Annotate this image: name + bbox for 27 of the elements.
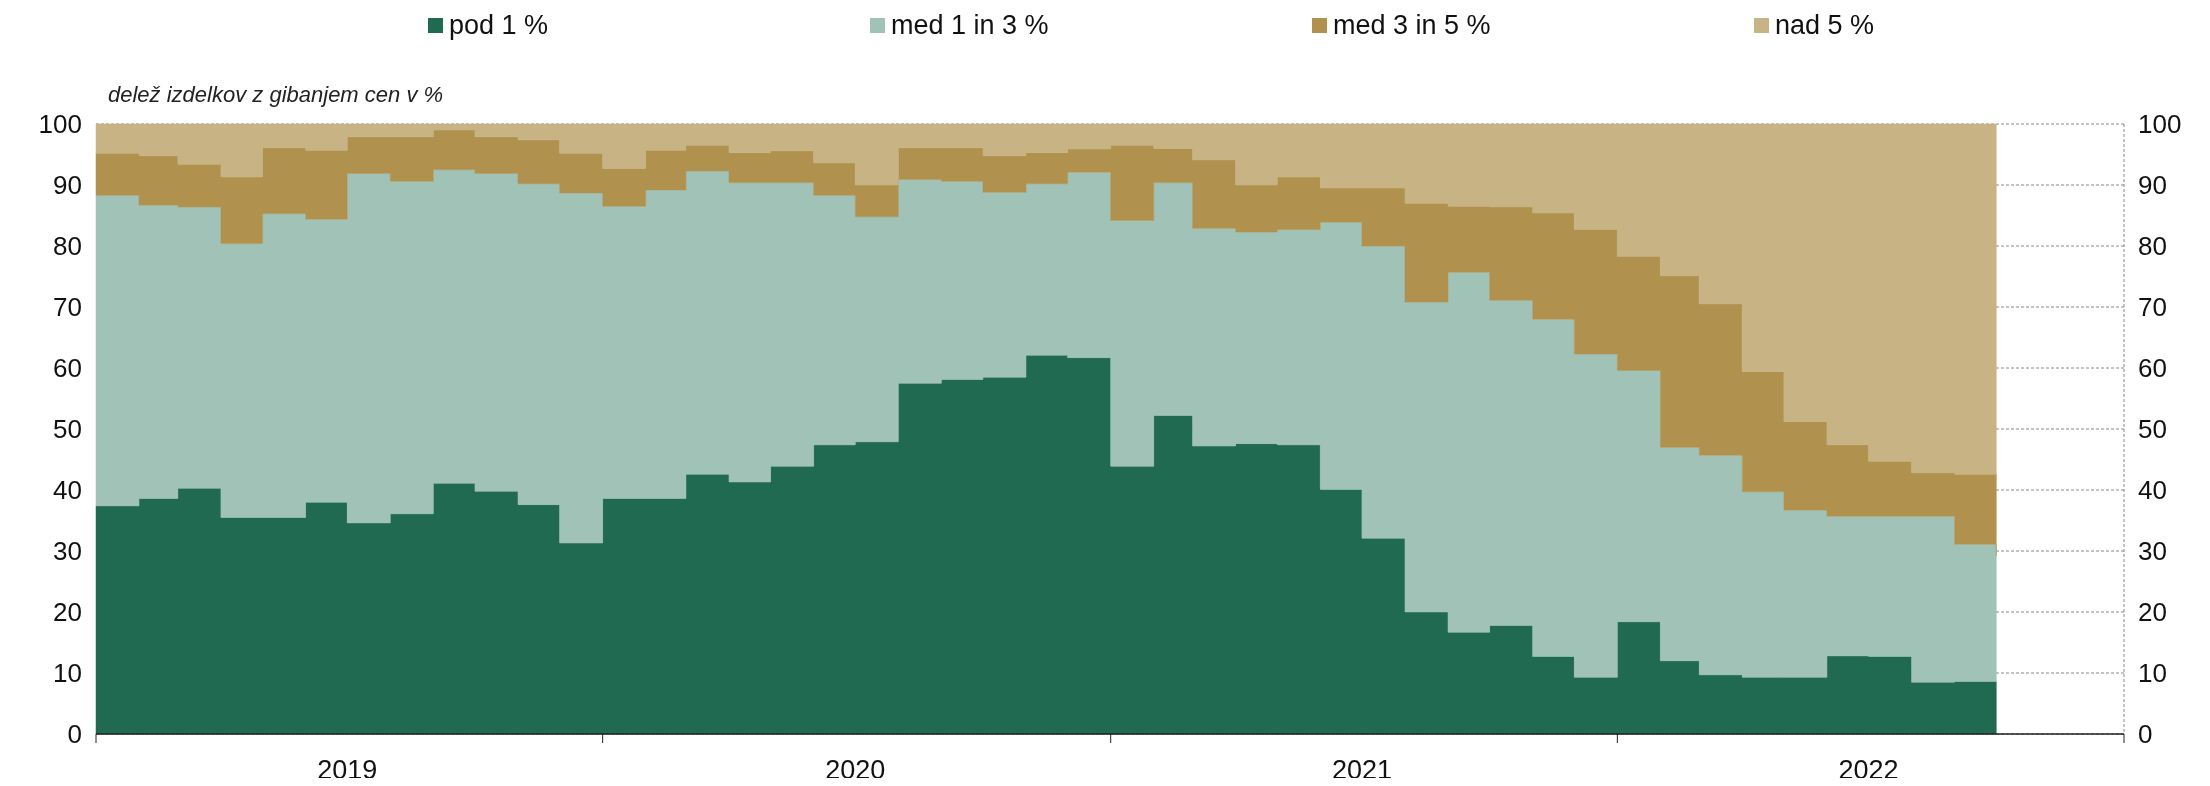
legend-label: pod 1 % — [449, 10, 549, 40]
y2-tick-label: 80 — [2138, 231, 2167, 261]
y2-tick-label: 10 — [2138, 658, 2167, 688]
y-tick-label: 10 — [53, 658, 82, 688]
y-tick-label: 30 — [53, 536, 82, 566]
legend-label: nad 5 % — [1775, 10, 1875, 40]
y2-tick-label: 90 — [2138, 170, 2167, 200]
y2-tick-label: 0 — [2138, 719, 2153, 749]
y-axis-title: delež izdelkov z gibanjem cen v % — [108, 82, 444, 107]
y2-tick-label: 50 — [2138, 414, 2167, 444]
y-tick-label: 50 — [53, 414, 82, 444]
y-tick-label: 0 — [67, 719, 82, 749]
y-tick-label: 100 — [38, 109, 82, 139]
y2-tick-label: 20 — [2138, 597, 2167, 627]
y-tick-label: 90 — [53, 170, 82, 200]
y2-tick-label: 70 — [2138, 292, 2167, 322]
y2-tick-label: 100 — [2138, 109, 2182, 139]
y-tick-label: 20 — [53, 597, 82, 627]
legend-label: med 3 in 5 % — [1333, 10, 1491, 40]
y2-tick-label: 60 — [2138, 353, 2167, 383]
y-tick-label: 70 — [53, 292, 82, 322]
y2-tick-label: 40 — [2138, 475, 2167, 505]
y-tick-label: 40 — [53, 475, 82, 505]
y-tick-label: 80 — [53, 231, 82, 261]
legend-label: med 1 in 3 % — [891, 10, 1049, 40]
y2-tick-label: 30 — [2138, 536, 2167, 566]
y-tick-label: 60 — [53, 353, 82, 383]
